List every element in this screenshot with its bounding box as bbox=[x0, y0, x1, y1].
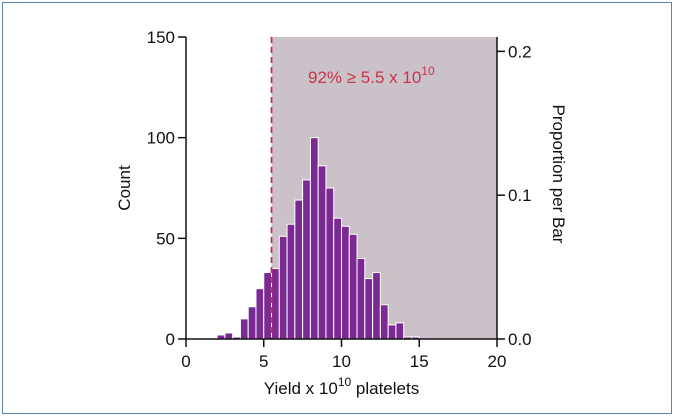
histogram-bar bbox=[341, 225, 350, 340]
histogram-bar bbox=[271, 268, 280, 340]
y-axis-right-title: Proportion per Bar bbox=[549, 105, 568, 244]
histogram-bar bbox=[325, 187, 335, 340]
x-tick-label: 0 bbox=[181, 352, 190, 371]
x-axis-title: Yield x 1010 platelets bbox=[264, 375, 419, 398]
x-axis-title-rest: platelets bbox=[351, 379, 419, 398]
histogram-bar bbox=[333, 217, 343, 340]
histogram-bar bbox=[387, 324, 397, 340]
x-axis-title-superscript: 10 bbox=[338, 375, 352, 389]
histogram-bar bbox=[302, 179, 311, 340]
histogram-bar bbox=[309, 137, 319, 340]
y-right-tick-label: 0.1 bbox=[508, 186, 532, 205]
y-right-tick-label: 0.2 bbox=[508, 42, 532, 61]
histogram-bar bbox=[278, 235, 288, 340]
histogram-bar bbox=[395, 322, 405, 340]
y-tick-label: 50 bbox=[156, 229, 175, 248]
histogram-bar bbox=[263, 272, 273, 340]
histogram-bar bbox=[317, 165, 327, 340]
x-axis-title-main: Yield x 10 bbox=[264, 379, 338, 398]
histogram-bar bbox=[372, 272, 381, 340]
x-tick-label: 15 bbox=[410, 352, 429, 371]
histogram-bar bbox=[348, 233, 358, 340]
histogram-bar bbox=[379, 304, 389, 340]
y-tick-label: 150 bbox=[147, 28, 175, 47]
annotation-main: 92% ≥ 5.5 x 10 bbox=[308, 68, 421, 87]
threshold-annotation: 92% ≥ 5.5 x 1010 bbox=[308, 64, 435, 87]
histogram-bar bbox=[286, 223, 296, 340]
x-tick-label: 10 bbox=[332, 352, 351, 371]
histogram-bar bbox=[356, 257, 366, 340]
histogram-bar bbox=[239, 318, 249, 340]
y-right-tick-label: 0.0 bbox=[508, 330, 532, 349]
y-axis-title: Count bbox=[115, 165, 134, 211]
annotation-superscript: 10 bbox=[421, 64, 435, 78]
histogram-bar bbox=[247, 306, 257, 340]
y-tick-label: 100 bbox=[147, 129, 175, 148]
histogram-bar bbox=[224, 332, 234, 340]
histogram-bar bbox=[294, 199, 304, 340]
y-tick-label: 0 bbox=[166, 330, 175, 349]
x-tick-label: 5 bbox=[259, 352, 268, 371]
histogram-bar bbox=[255, 288, 265, 340]
axis-ticks: 0 5 10 15 20 0 50 100 150 0.0 0.1 0.2 bbox=[147, 28, 532, 371]
x-tick-label: 20 bbox=[488, 352, 507, 371]
histogram-bar bbox=[364, 278, 374, 340]
